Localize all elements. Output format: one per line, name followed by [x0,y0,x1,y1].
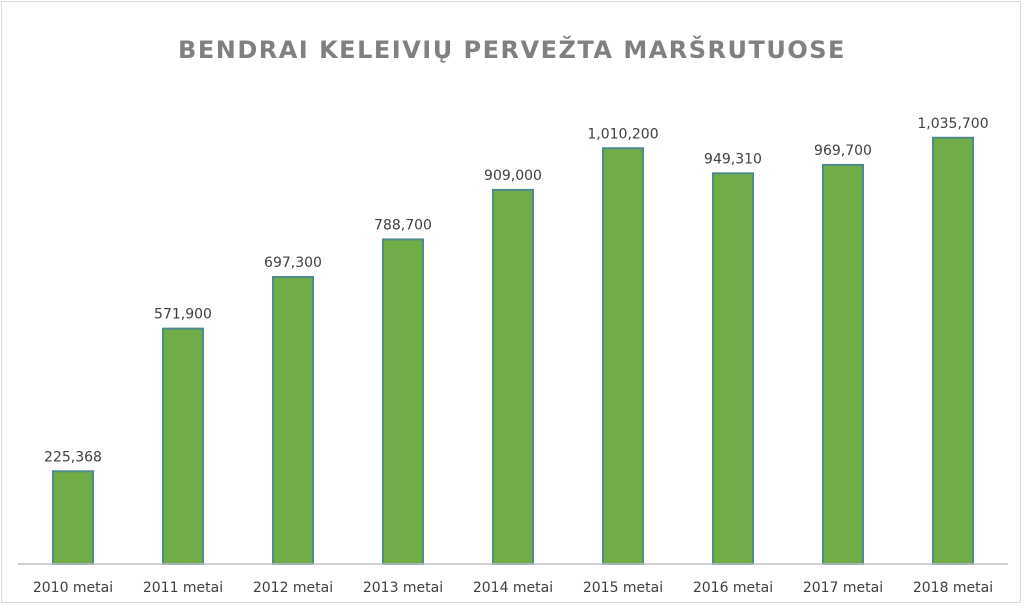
x-tick-label: 2017 metai [803,580,883,596]
bar [162,327,204,565]
bar [382,238,424,565]
data-label: 949,310 [704,151,762,167]
x-tick-label: 2012 metai [253,580,333,596]
data-label: 1,010,200 [587,126,658,142]
x-tick-label: 2013 metai [363,580,443,596]
bar [822,163,864,565]
data-label: 225,368 [44,449,102,465]
data-label: 909,000 [484,168,542,184]
data-label: 1,035,700 [917,116,988,132]
x-tick-label: 2011 metai [143,580,223,596]
bar [602,147,644,565]
bar [272,276,314,565]
bar [712,172,754,565]
bar [932,136,974,565]
bar [492,188,534,566]
data-label: 969,700 [814,143,872,159]
x-tick-label: 2015 metai [583,580,663,596]
x-tick-label: 2018 metai [913,580,993,596]
data-label: 788,700 [374,217,432,233]
x-tick-label: 2014 metai [473,580,553,596]
data-label: 571,900 [154,307,212,323]
bar [52,470,94,566]
chart-title: BENDRAI KELEIVIŲ PERVEŽTA MARŠRUTUOSE [178,36,846,64]
data-label: 697,300 [264,255,322,271]
x-tick-label: 2016 metai [693,580,773,596]
x-tick-label: 2010 metai [33,580,113,596]
